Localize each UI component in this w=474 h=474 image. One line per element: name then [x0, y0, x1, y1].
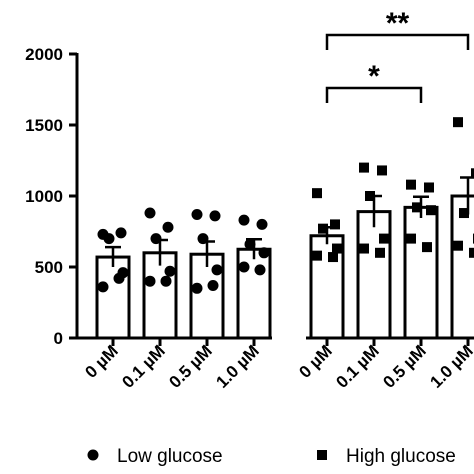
data-point: [379, 233, 389, 244]
data-point: [238, 214, 250, 226]
x-tick-label: 1.0 µM: [426, 341, 474, 391]
data-point: [209, 210, 221, 222]
legend-marker: [317, 450, 327, 460]
data-point: [150, 233, 162, 245]
data-point: [469, 247, 474, 258]
data-point: [375, 247, 385, 258]
data-point: [406, 179, 416, 190]
data-point: [197, 233, 209, 245]
error-bar: [105, 245, 121, 267]
x-tick-label: 1.0 µM: [212, 341, 262, 391]
data-point: [191, 282, 203, 294]
bar: [356, 210, 392, 340]
data-point: [471, 168, 474, 179]
x-tick-label: 0.5 µM: [165, 341, 215, 391]
bar: [142, 251, 178, 340]
data-point: [97, 281, 109, 293]
data-point: [164, 265, 176, 277]
data-point: [258, 247, 270, 259]
legend-marker: [87, 449, 99, 461]
significance-bracket: [325, 86, 423, 103]
data-point: [359, 243, 369, 254]
significance-label: **: [386, 7, 410, 40]
data-point: [377, 165, 387, 176]
data-point: [330, 219, 340, 230]
data-point: [406, 233, 416, 244]
data-point: [103, 233, 115, 245]
data-point: [459, 208, 469, 219]
data-point: [318, 223, 328, 234]
x-tick-label: 0 µM: [295, 341, 335, 381]
data-point: [115, 227, 127, 239]
data-point: [328, 252, 338, 263]
data-point: [422, 242, 432, 253]
y-tick-label: 500: [35, 258, 63, 277]
data-point: [191, 208, 203, 220]
data-point: [424, 182, 434, 193]
data-point: [312, 250, 322, 261]
x-tick-label: 0 µM: [81, 341, 121, 381]
data-point: [207, 279, 219, 291]
data-point: [359, 162, 369, 173]
y-tick-label: 1000: [25, 187, 63, 206]
data-point: [412, 202, 422, 213]
data-point: [144, 275, 156, 287]
data-point: [211, 264, 223, 276]
x-tick-label: 0.5 µM: [379, 341, 429, 391]
data-point: [426, 205, 436, 216]
y-tick-label: 2000: [25, 45, 63, 64]
x-tick-label: 0.1 µM: [118, 341, 168, 391]
data-point: [238, 261, 250, 273]
significance-label: *: [368, 60, 380, 93]
data-point: [162, 221, 174, 233]
data-point: [113, 272, 125, 284]
legend-label: Low glucose: [117, 446, 223, 467]
significance-bracket: [325, 33, 470, 50]
data-point: [254, 264, 266, 276]
data-point: [160, 275, 172, 287]
data-point: [312, 188, 322, 199]
bar: [403, 205, 439, 340]
y-tick-label: 1500: [25, 116, 63, 135]
data-point: [144, 207, 156, 219]
data-point: [365, 191, 375, 201]
data-point: [244, 238, 256, 250]
data-point: [453, 117, 463, 128]
data-point: [453, 240, 463, 251]
x-tick-label: 0.1 µM: [332, 341, 382, 391]
data-point: [256, 218, 268, 230]
y-tick-label: 0: [54, 329, 63, 348]
legend-label: High glucose: [346, 446, 456, 467]
data-point: [332, 243, 342, 254]
